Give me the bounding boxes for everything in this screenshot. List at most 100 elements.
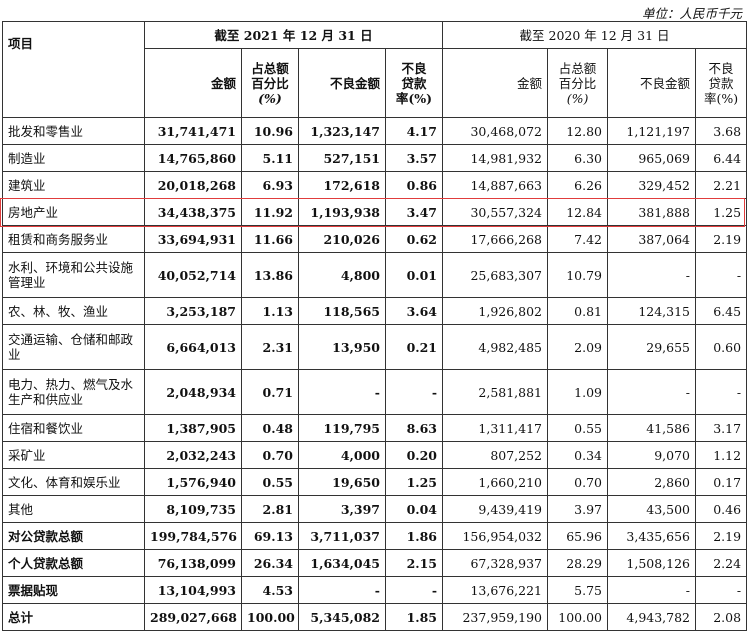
cell-p20: 3.97 [547, 495, 609, 523]
cell-a21: 40,052,714 [144, 252, 242, 298]
cell-n20: 4,943,782 [607, 603, 697, 631]
cell-n20: - [607, 252, 697, 298]
cell-p21: 0.55 [241, 468, 299, 496]
cell-a20: 1,926,802 [442, 297, 549, 325]
cell-p20: 6.26 [547, 171, 609, 199]
table-row: 对公贷款总额 199,784,576 69.13 3,711,037 1.86 156,9… [2, 522, 748, 550]
cell-p21: 6.93 [241, 171, 299, 199]
cell-p20: 12.84 [547, 198, 609, 226]
table-row: 住宿和餐饮业 1,387,905 0.48 119,795 8.63 1,311,417 0… [2, 414, 748, 442]
cell-n21: 1,323,147 [298, 117, 386, 145]
cell-p20: 100.00 [547, 603, 609, 631]
table-row: 文化、体育和娱乐业 1,576,940 0.55 19,650 1.25 1,660,21… [2, 468, 748, 496]
cell-r21: - [384, 369, 444, 415]
cell-a21: 31,741,471 [144, 117, 242, 145]
cell-a20: 1,660,210 [442, 468, 549, 496]
cell-r21: 8.63 [384, 414, 444, 442]
cell-n21: 3,397 [298, 495, 386, 523]
cell-a20: 4,982,485 [442, 324, 549, 370]
cell-r20: 1.25 [695, 198, 748, 226]
cell-a21: 33,694,931 [144, 225, 242, 253]
row-label: 文化、体育和娱乐业 [2, 468, 145, 496]
cell-r21: 0.86 [384, 171, 444, 199]
cell-p20: 0.81 [547, 297, 609, 325]
cell-a20: 25,683,307 [442, 252, 549, 298]
row-label: 制造业 [2, 144, 145, 172]
row-label: 其他 [2, 495, 145, 523]
table-row: 水利、环境和公共设施管理业 40,052,714 13.86 4,800 0.01 25,… [2, 252, 748, 298]
cell-p20: 1.09 [547, 369, 609, 415]
cell-r21: 0.20 [384, 441, 444, 469]
cell-a20: 67,328,937 [442, 549, 549, 577]
header-npl-amount-2020: 不良金额 [607, 48, 697, 118]
table-row: 批发和零售业 31,741,471 10.96 1,323,147 4.17 30,468… [2, 117, 748, 145]
cell-r20: 0.60 [695, 324, 748, 370]
cell-n20: 965,069 [607, 144, 697, 172]
cell-n20: 1,121,197 [607, 117, 697, 145]
table-row: 租赁和商务服务业 33,694,931 11.66 210,026 0.62 17,666… [2, 225, 748, 253]
cell-n21: 1,193,938 [298, 198, 386, 226]
cell-n21: 527,151 [298, 144, 386, 172]
cell-r20: - [695, 576, 748, 604]
cell-a20: 9,439,419 [442, 495, 549, 523]
cell-r21: 1.85 [384, 603, 444, 631]
cell-a21: 6,664,013 [144, 324, 242, 370]
cell-n20: 381,888 [607, 198, 697, 226]
cell-r21: 1.25 [384, 468, 444, 496]
cell-p21: 13.86 [241, 252, 299, 298]
table-row: 其他 8,109,735 2.81 3,397 0.04 9,439,419 3.97 43,… [2, 495, 748, 523]
table-row: 农、林、牧、渔业 3,253,187 1.13 118,565 3.64 1,926,80… [2, 297, 748, 325]
cell-n21: 4,000 [298, 441, 386, 469]
cell-n20: - [607, 576, 697, 604]
cell-n20: 1,508,126 [607, 549, 697, 577]
table-row: 制造业 14,765,860 5.11 527,151 3.57 14,981,932 6.… [2, 144, 748, 172]
cell-a20: 237,959,190 [442, 603, 549, 631]
loan-industry-table: 项目 截至 2021 年 12 月 31 日 截至 2020 年 12 月 31… [2, 21, 748, 631]
header-share-2020: 占总额 百分比 (%) [547, 48, 609, 118]
cell-p20: 2.09 [547, 324, 609, 370]
table-row: 房地产业 34,438,375 11.92 1,193,938 3.47 30,557,3… [2, 198, 748, 226]
cell-r21: 2.15 [384, 549, 444, 577]
cell-r20: 0.46 [695, 495, 748, 523]
cell-a20: 30,557,324 [442, 198, 549, 226]
row-label: 总计 [2, 603, 145, 631]
table-row: 交通运输、仓储和邮政业 6,664,013 2.31 13,950 0.21 4,982,… [2, 324, 748, 370]
cell-a20: 156,954,032 [442, 522, 549, 550]
cell-r21: 0.01 [384, 252, 444, 298]
cell-n20: 124,315 [607, 297, 697, 325]
cell-n20: 3,435,656 [607, 522, 697, 550]
cell-n21: 1,634,045 [298, 549, 386, 577]
cell-n20: 29,655 [607, 324, 697, 370]
cell-r20: 2.08 [695, 603, 748, 631]
cell-p20: 0.34 [547, 441, 609, 469]
cell-a20: 30,468,072 [442, 117, 549, 145]
cell-n21: 4,800 [298, 252, 386, 298]
cell-r21: 0.62 [384, 225, 444, 253]
table-row: 总计 289,027,668 100.00 5,345,082 1.85 237,959,… [2, 603, 748, 631]
cell-n20: 329,452 [607, 171, 697, 199]
cell-p21: 0.70 [241, 441, 299, 469]
cell-a21: 8,109,735 [144, 495, 242, 523]
cell-a21: 76,138,099 [144, 549, 242, 577]
cell-p21: 11.66 [241, 225, 299, 253]
cell-p20: 5.75 [547, 576, 609, 604]
cell-r20: 6.44 [695, 144, 748, 172]
cell-r21: 4.17 [384, 117, 444, 145]
row-label: 租赁和商务服务业 [2, 225, 145, 253]
cell-r21: 3.57 [384, 144, 444, 172]
cell-a20: 14,887,663 [442, 171, 549, 199]
header-npl-ratio-2021: 不良 贷款 率(%) [384, 48, 444, 118]
table-row: 个人贷款总额 76,138,099 26.34 1,634,045 2.15 67,328… [2, 549, 748, 577]
cell-n21: 5,345,082 [298, 603, 386, 631]
row-label: 批发和零售业 [2, 117, 145, 145]
cell-n21: 19,650 [298, 468, 386, 496]
row-label: 住宿和餐饮业 [2, 414, 145, 442]
header-item: 项目 [2, 21, 145, 118]
unit-label: 单位：人民币千元 [641, 6, 742, 21]
cell-r20: 2.24 [695, 549, 748, 577]
cell-r21: 3.64 [384, 297, 444, 325]
cell-a20: 17,666,268 [442, 225, 549, 253]
row-label: 水利、环境和公共设施管理业 [2, 252, 145, 298]
cell-p21: 69.13 [241, 522, 299, 550]
cell-a21: 2,032,243 [144, 441, 242, 469]
